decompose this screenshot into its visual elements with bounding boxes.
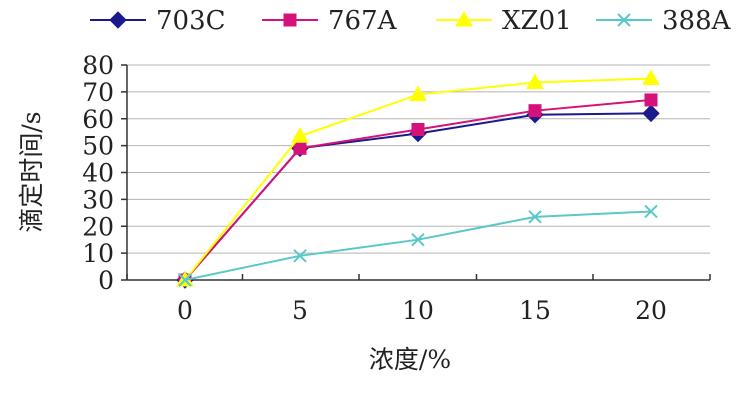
legend-item-xz01: XZ01	[436, 6, 572, 36]
y-tick-label-50: 50	[82, 132, 114, 161]
series-767a	[178, 93, 658, 287]
point-767a-10	[411, 123, 425, 136]
point-xz01-20	[642, 69, 660, 85]
point-767a-15	[528, 104, 542, 118]
x-tick-label-10: 10	[402, 296, 434, 325]
y-tick-label-60: 60	[82, 105, 114, 134]
x-tick-label-15: 15	[519, 296, 551, 325]
gridlines	[127, 64, 710, 254]
legend-marker-703c	[109, 11, 127, 29]
legend: 703C 767A XZ01 388A	[90, 6, 732, 36]
point-xz01-10	[409, 85, 427, 102]
legend-label-703c: 703C	[156, 6, 226, 36]
y-tick-label-80: 80	[82, 51, 114, 80]
x-tick-label-0: 0	[177, 296, 193, 325]
y-tick-label-20: 20	[82, 212, 114, 241]
x-axis-label: 浓度/%	[369, 345, 451, 374]
legend-marker-767a	[283, 13, 297, 27]
point-767a-5	[293, 141, 307, 155]
y-tick-label-40: 40	[82, 159, 114, 188]
legend-marker-388a	[617, 13, 631, 27]
legend-label-388a: 388A	[662, 6, 732, 36]
y-axis-label: 滴定时间/s	[17, 111, 46, 232]
y-tick-label-0: 0	[98, 266, 114, 295]
point-703c-20	[642, 104, 660, 123]
point-388a-0	[178, 273, 192, 287]
point-xz01-15	[526, 73, 544, 89]
legend-item-703c: 703C	[90, 6, 226, 36]
series-line-xz01	[184, 77, 652, 281]
x-tick-label-5: 5	[292, 296, 308, 325]
series-line-388a	[184, 210, 652, 281]
series-388a	[178, 204, 658, 287]
point-xz01-5	[291, 127, 309, 143]
legend-item-388a: 388A	[596, 6, 732, 36]
legend-label-767a: 767A	[328, 6, 398, 36]
series-xz01	[176, 69, 660, 287]
point-388a-20	[644, 204, 658, 219]
legend-label-xz01: XZ01	[502, 6, 572, 36]
point-767a-20	[644, 93, 658, 107]
point-388a-15	[528, 210, 542, 224]
point-388a-10	[411, 232, 425, 247]
y-tick-label-10: 10	[82, 239, 114, 268]
y-tick-label-70: 70	[82, 78, 114, 107]
series-group	[176, 69, 660, 289]
y-tick-label-30: 30	[82, 185, 114, 214]
x-tick-label-20: 20	[635, 296, 667, 325]
legend-marker-xz01	[455, 10, 473, 27]
legend-item-767a: 767A	[262, 6, 398, 36]
point-388a-5	[293, 249, 307, 263]
